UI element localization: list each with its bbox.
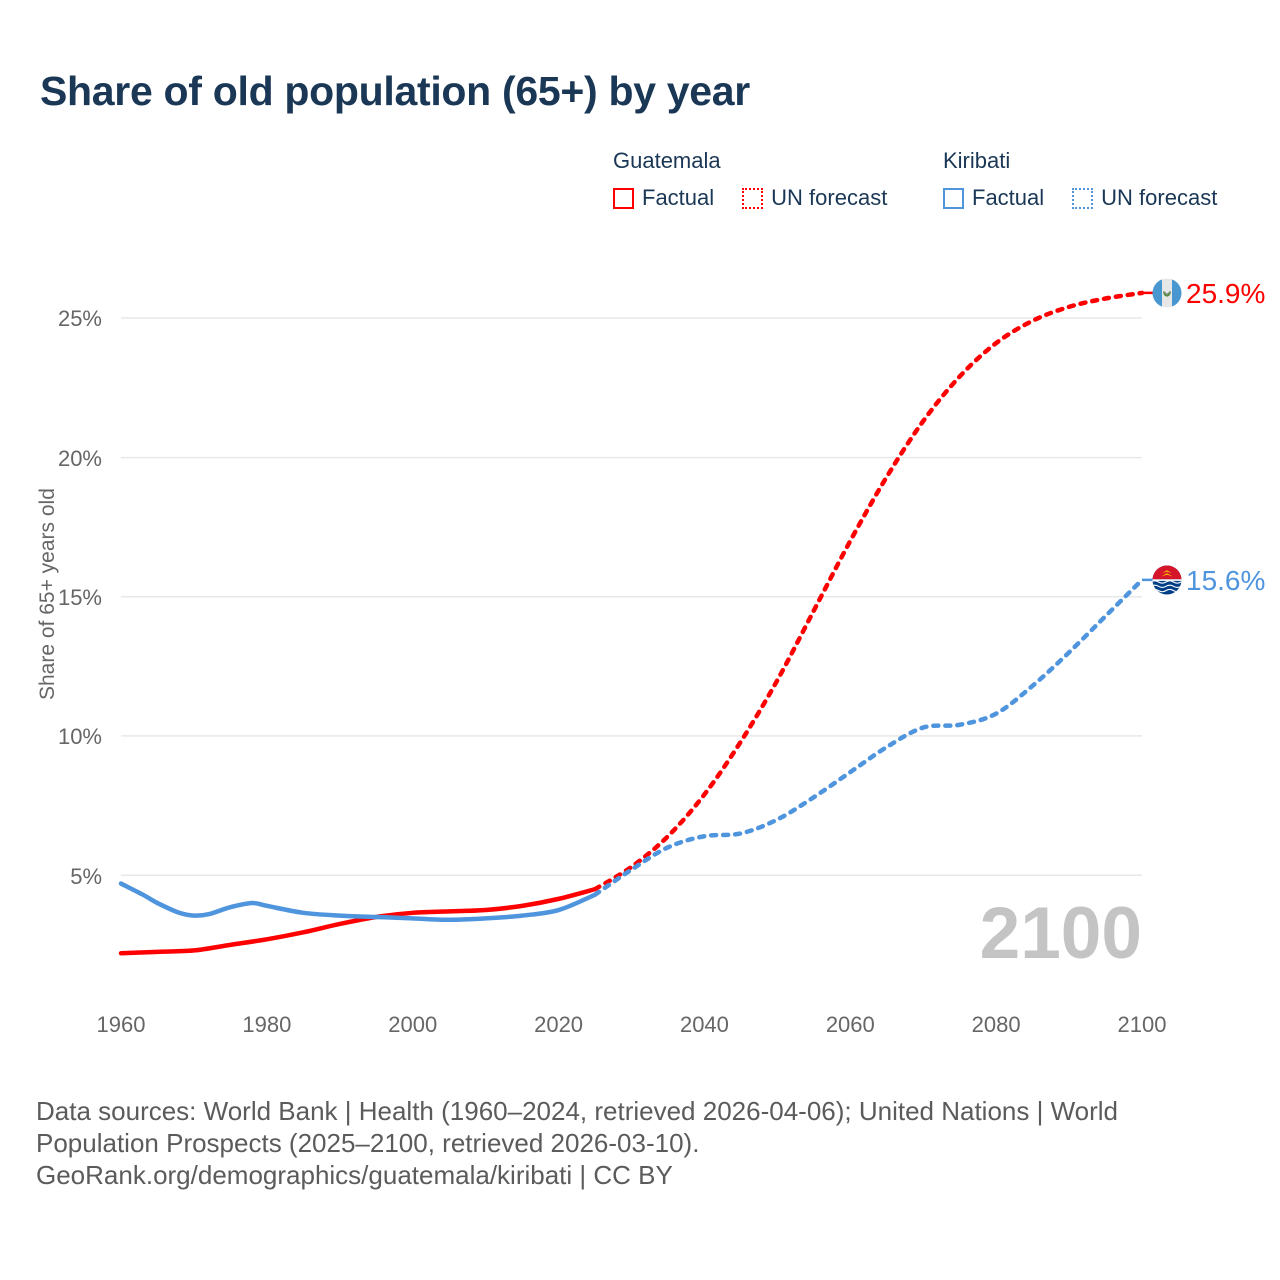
svg-text:2100: 2100 bbox=[980, 893, 1142, 974]
